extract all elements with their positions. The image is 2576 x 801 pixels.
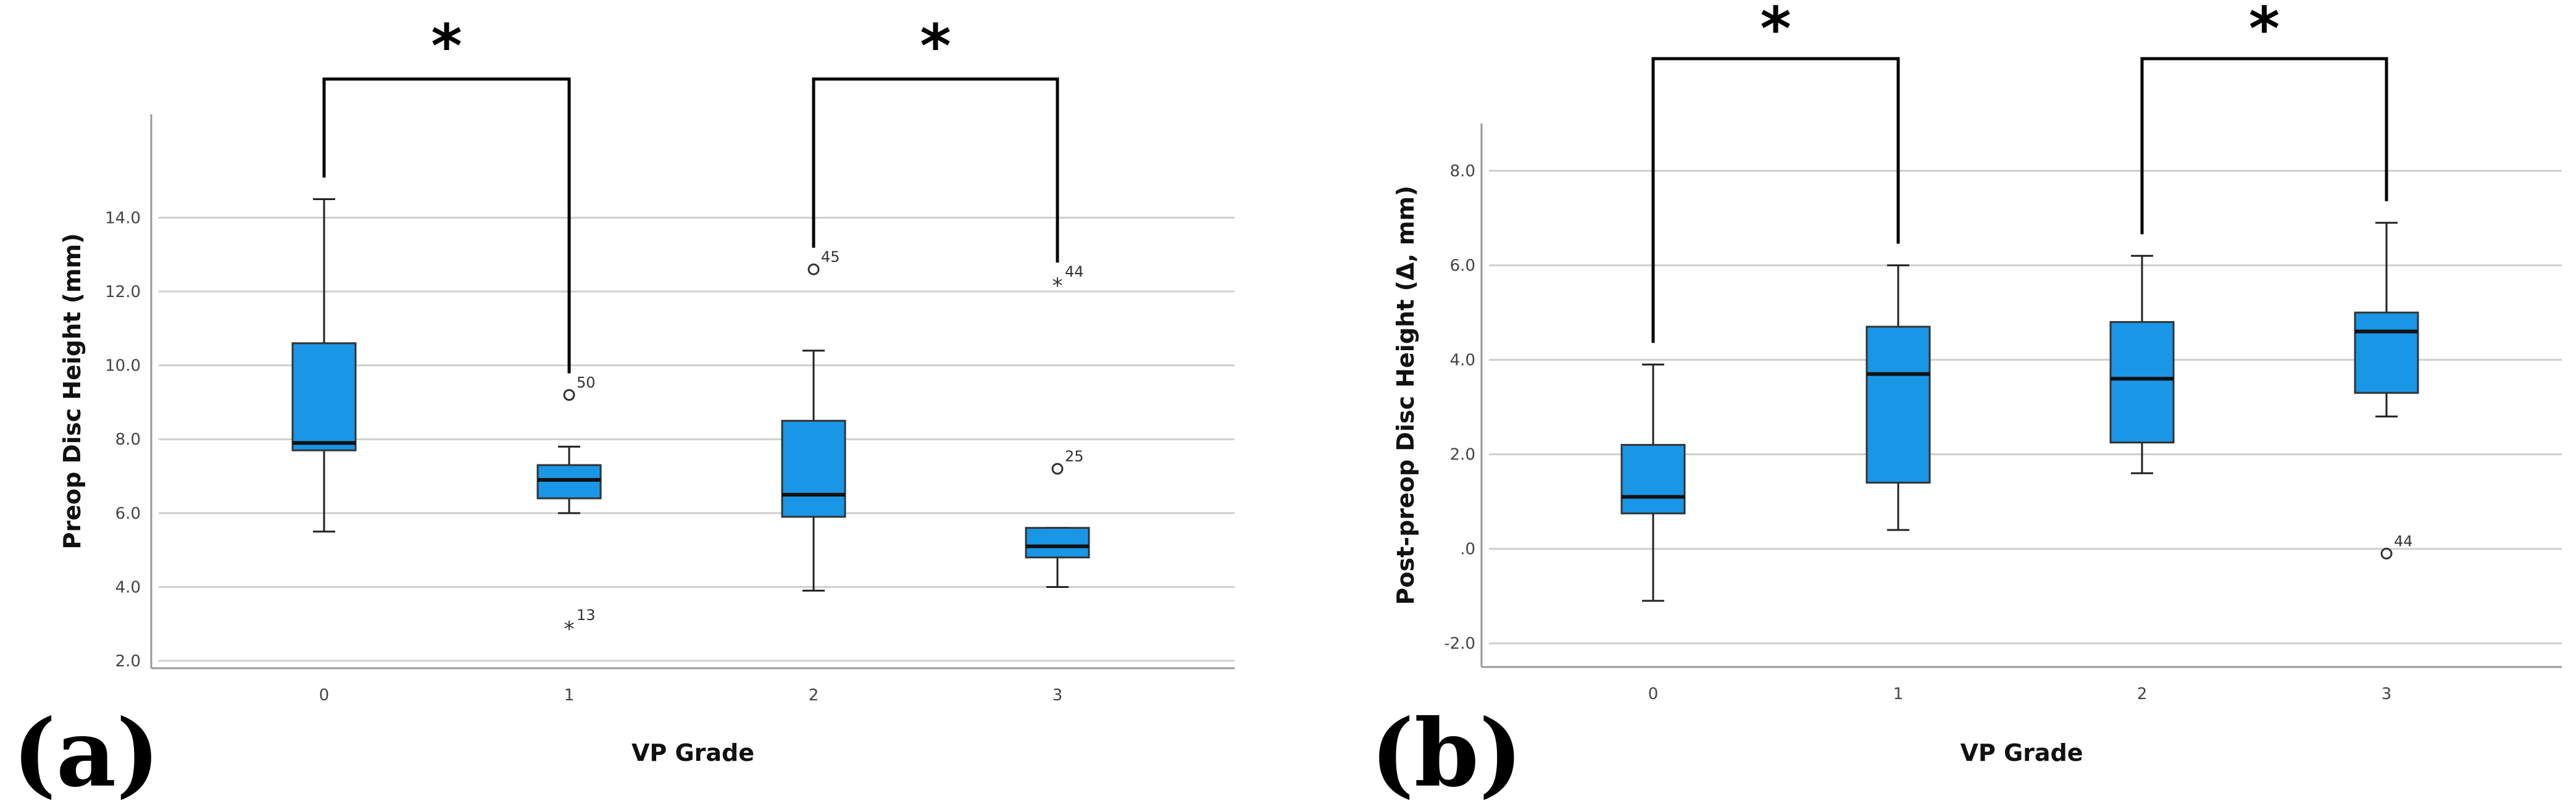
significance-bracket [2140, 57, 2388, 235]
x-tick-label: 2 [809, 686, 819, 705]
significance-star: * [2249, 0, 2280, 64]
y-tick-label: .0 [1460, 540, 1475, 559]
outlier-label: 44 [2394, 532, 2413, 550]
significance-bracket [322, 77, 571, 374]
x-axis-title: VP Grade [1960, 739, 2083, 766]
outlier-label: 45 [821, 248, 840, 266]
box-group: 25 *44 [1025, 263, 1090, 588]
x-tick-label: 2 [2137, 685, 2148, 703]
y-tick-label: 6.0 [115, 505, 141, 523]
x-tick-label: 0 [319, 686, 330, 705]
y-axis-title: Post-preop Disc Height (Δ, mm) [1392, 186, 1419, 605]
significance-star: * [1760, 0, 1791, 64]
outlier-point [1051, 463, 1064, 475]
panel-a-chart: 2.0 4.0 6.0 8.0 10.0 12.0 14.0 0 1 2 3 VP Grade Preo… [12, 12, 1235, 801]
box-iqr [1620, 443, 1686, 514]
box-iqr [291, 342, 357, 451]
box-iqr [1865, 325, 1931, 484]
box-group: 44 [2354, 222, 2419, 560]
significance-bracket [1651, 57, 1900, 343]
box-iqr [1025, 527, 1090, 559]
y-tick-label: 4.0 [1450, 351, 1475, 370]
x-tick-label: 0 [1648, 685, 1659, 703]
panel-label: (a) [12, 699, 160, 801]
significance-star: * [920, 12, 951, 81]
y-tick-label: 14.0 [105, 209, 141, 227]
y-tick-label: 2.0 [1450, 446, 1475, 464]
significance-star: * [431, 12, 462, 81]
panel-b-chart: -2.0 .0 2.0 4.0 6.0 8.0 0 1 2 3 VP Grade Post-preop… [1370, 0, 2562, 801]
x-tick-label: 3 [2382, 685, 2392, 703]
box-group [291, 198, 357, 533]
y-tick-label: -2.0 [1444, 635, 1475, 653]
box-iqr [2109, 321, 2175, 444]
outlier-label: 25 [1065, 448, 1084, 465]
x-axis-title: VP Grade [631, 739, 754, 766]
y-tick-label: 12.0 [105, 283, 141, 301]
box-group [1865, 264, 1931, 531]
box-group [1620, 363, 1686, 602]
outlier-point [2380, 547, 2393, 560]
box-iqr [781, 419, 846, 518]
outlier-label: 44 [1065, 263, 1084, 280]
box-group: 50 *13 [536, 374, 602, 642]
y-tick-label: 8.0 [115, 430, 141, 449]
outlier-extreme-marker: * [1052, 274, 1063, 298]
y-tick-label: 4.0 [115, 578, 141, 597]
outlier-point [807, 263, 820, 275]
significance-bracket [812, 77, 1059, 263]
x-tick-label: 1 [564, 686, 575, 705]
panel-label: (b) [1370, 699, 1523, 801]
y-tick-label: 8.0 [1450, 162, 1475, 181]
outlier-extreme-marker: * [564, 617, 575, 642]
x-tick-label: 3 [1052, 686, 1063, 705]
y-tick-label: 2.0 [115, 652, 141, 671]
box-group [2109, 254, 2175, 474]
box-group: 45 [781, 248, 846, 592]
y-tick-label: 6.0 [1450, 257, 1475, 275]
y-tick-label: 10.0 [105, 357, 141, 375]
outlier-label: 13 [577, 606, 596, 624]
outlier-label: 50 [577, 374, 596, 391]
x-tick-label: 1 [1893, 685, 1904, 703]
outlier-point [563, 388, 575, 401]
box-iqr [2354, 311, 2419, 394]
y-axis-title: Preop Disc Height (mm) [59, 233, 86, 549]
